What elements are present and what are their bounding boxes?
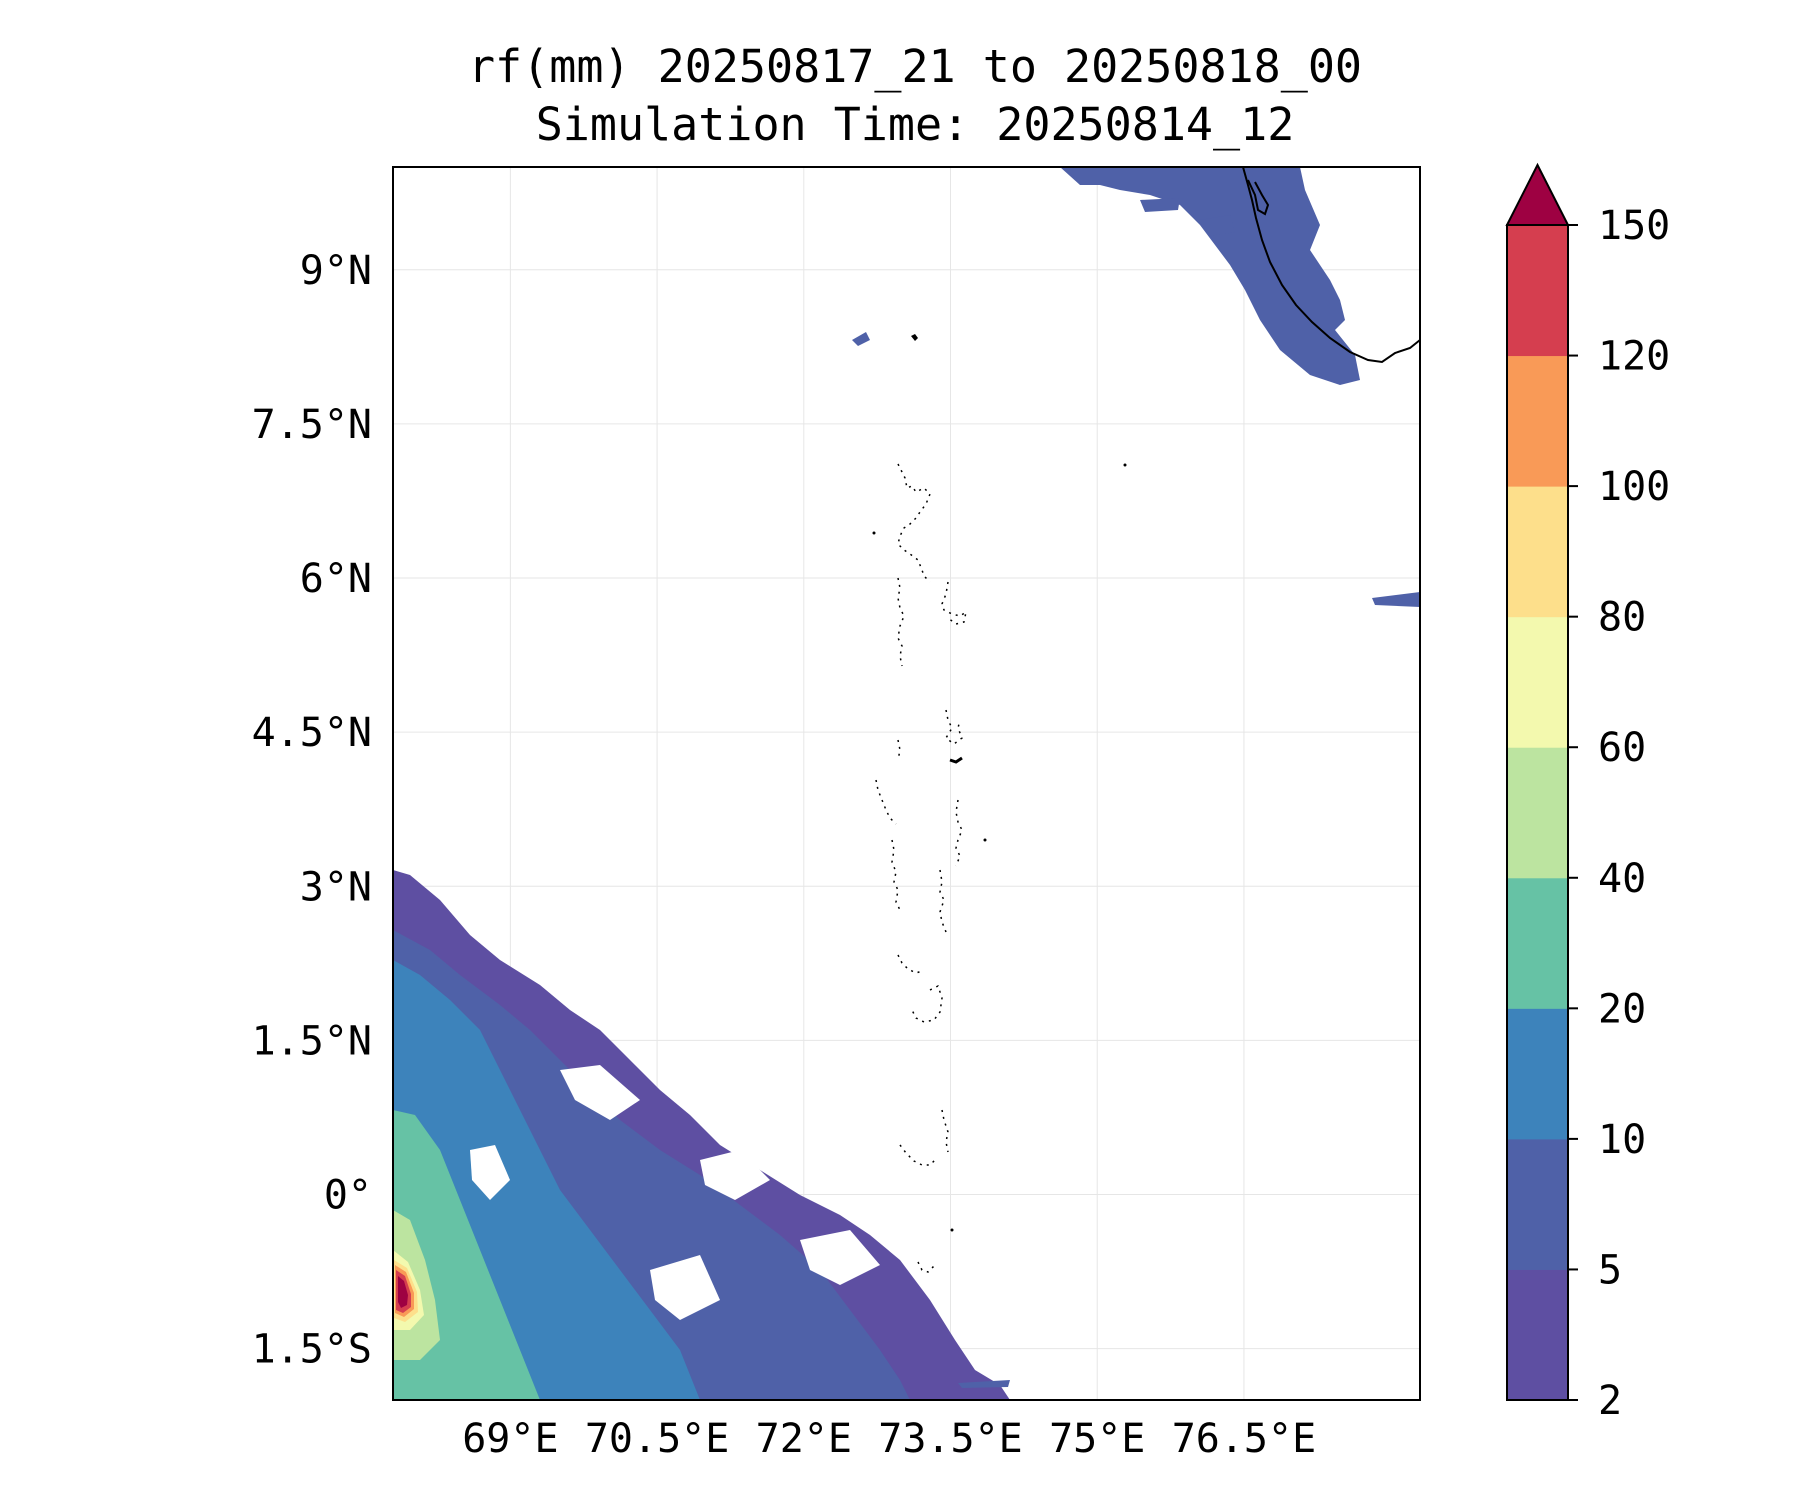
rain-gap bbox=[650, 1255, 720, 1320]
colorbar-tick-label: 80 bbox=[1598, 595, 1646, 641]
map-title-line2: Simulation Time: 20250814_12 bbox=[535, 98, 1295, 151]
rain-gap bbox=[560, 1065, 640, 1120]
colorbar-segment bbox=[1507, 1138, 1568, 1270]
rain-patch-small bbox=[852, 332, 870, 346]
map-title-line1: rf(mm) 20250817_21 to 20250818_00 bbox=[467, 40, 1363, 93]
colorbar-tick-label: 2 bbox=[1598, 1378, 1622, 1424]
rainfall-field bbox=[393, 167, 1420, 1400]
rain-gap bbox=[800, 1230, 880, 1285]
lon-tick-label: 70.5°E bbox=[585, 1416, 730, 1462]
colorbar-segment bbox=[1507, 1008, 1568, 1140]
colorbar: 2 5 10 20 40 60 80 100 120 150 bbox=[1505, 162, 1670, 1424]
plot-frame bbox=[392, 166, 1421, 1401]
colorbar-tick-label: 150 bbox=[1598, 203, 1670, 249]
rain-patch-ne bbox=[1200, 215, 1235, 236]
colorbar-tick-label: 5 bbox=[1598, 1247, 1622, 1293]
latitude-ticks: 9°N 7.5°N 6°N 4.5°N 3°N 1.5°N 0° 1.5°S bbox=[252, 248, 372, 1373]
colorbar-segment bbox=[1507, 486, 1568, 618]
colorbar-segment bbox=[1507, 225, 1568, 357]
lat-tick-label: 6°N bbox=[300, 556, 372, 602]
lon-tick-label: 72°E bbox=[756, 1416, 852, 1462]
rain-gap bbox=[700, 1150, 770, 1200]
rain-band-ne-2to5 bbox=[1060, 167, 1360, 385]
colorbar-tick-label: 100 bbox=[1598, 464, 1670, 510]
lon-tick-label: 75°E bbox=[1049, 1416, 1145, 1462]
lon-tick-label: 73.5°E bbox=[878, 1416, 1023, 1462]
colorbar-segment bbox=[1507, 877, 1568, 1009]
colorbar-tick-label: 20 bbox=[1598, 986, 1646, 1032]
colorbar-tick-label: 10 bbox=[1598, 1117, 1646, 1163]
lon-tick-label: 76.5°E bbox=[1172, 1416, 1317, 1462]
lat-tick-label: 1.5°N bbox=[252, 1018, 372, 1064]
colorbar-frame bbox=[1506, 224, 1569, 1401]
lat-tick-label: 1.5°S bbox=[252, 1327, 372, 1373]
colorbar-segment bbox=[1507, 616, 1568, 748]
colorbar-segment bbox=[1507, 355, 1568, 487]
colorbar-segment bbox=[1507, 1269, 1568, 1401]
longitude-ticks: 69°E 70.5°E 72°E 73.5°E 75°E 76.5°E bbox=[462, 1416, 1316, 1462]
gridlines bbox=[393, 167, 1420, 1400]
colorbar-tick-label: 120 bbox=[1598, 334, 1670, 380]
maldives-atolls bbox=[872, 334, 1127, 1273]
lat-tick-label: 9°N bbox=[300, 248, 372, 294]
colorbar-tick-label: 60 bbox=[1598, 725, 1646, 771]
lat-tick-label: 3°N bbox=[300, 864, 372, 910]
rain-patch-small bbox=[958, 1380, 1010, 1388]
lat-tick-label: 4.5°N bbox=[252, 710, 372, 756]
rain-patch-east bbox=[1372, 592, 1420, 607]
map-plot-area: 69°E 70.5°E 72°E 73.5°E 75°E 76.5°E 9°N 7.5°N 6… bbox=[252, 166, 1421, 1462]
rain-patch-ne bbox=[1140, 198, 1180, 212]
colorbar-extend-triangle bbox=[1505, 162, 1570, 226]
lat-tick-label: 7.5°N bbox=[252, 402, 372, 448]
colorbar-segment bbox=[1507, 747, 1568, 879]
rain-core-over150 bbox=[398, 1276, 408, 1308]
colorbar-tick-label: 40 bbox=[1598, 856, 1646, 902]
coastline-inlet bbox=[1247, 179, 1270, 216]
lat-tick-label: 0° bbox=[324, 1173, 372, 1219]
lon-tick-label: 69°E bbox=[462, 1416, 558, 1462]
coastline-india bbox=[1242, 167, 1420, 364]
rain-gap bbox=[470, 1145, 510, 1200]
